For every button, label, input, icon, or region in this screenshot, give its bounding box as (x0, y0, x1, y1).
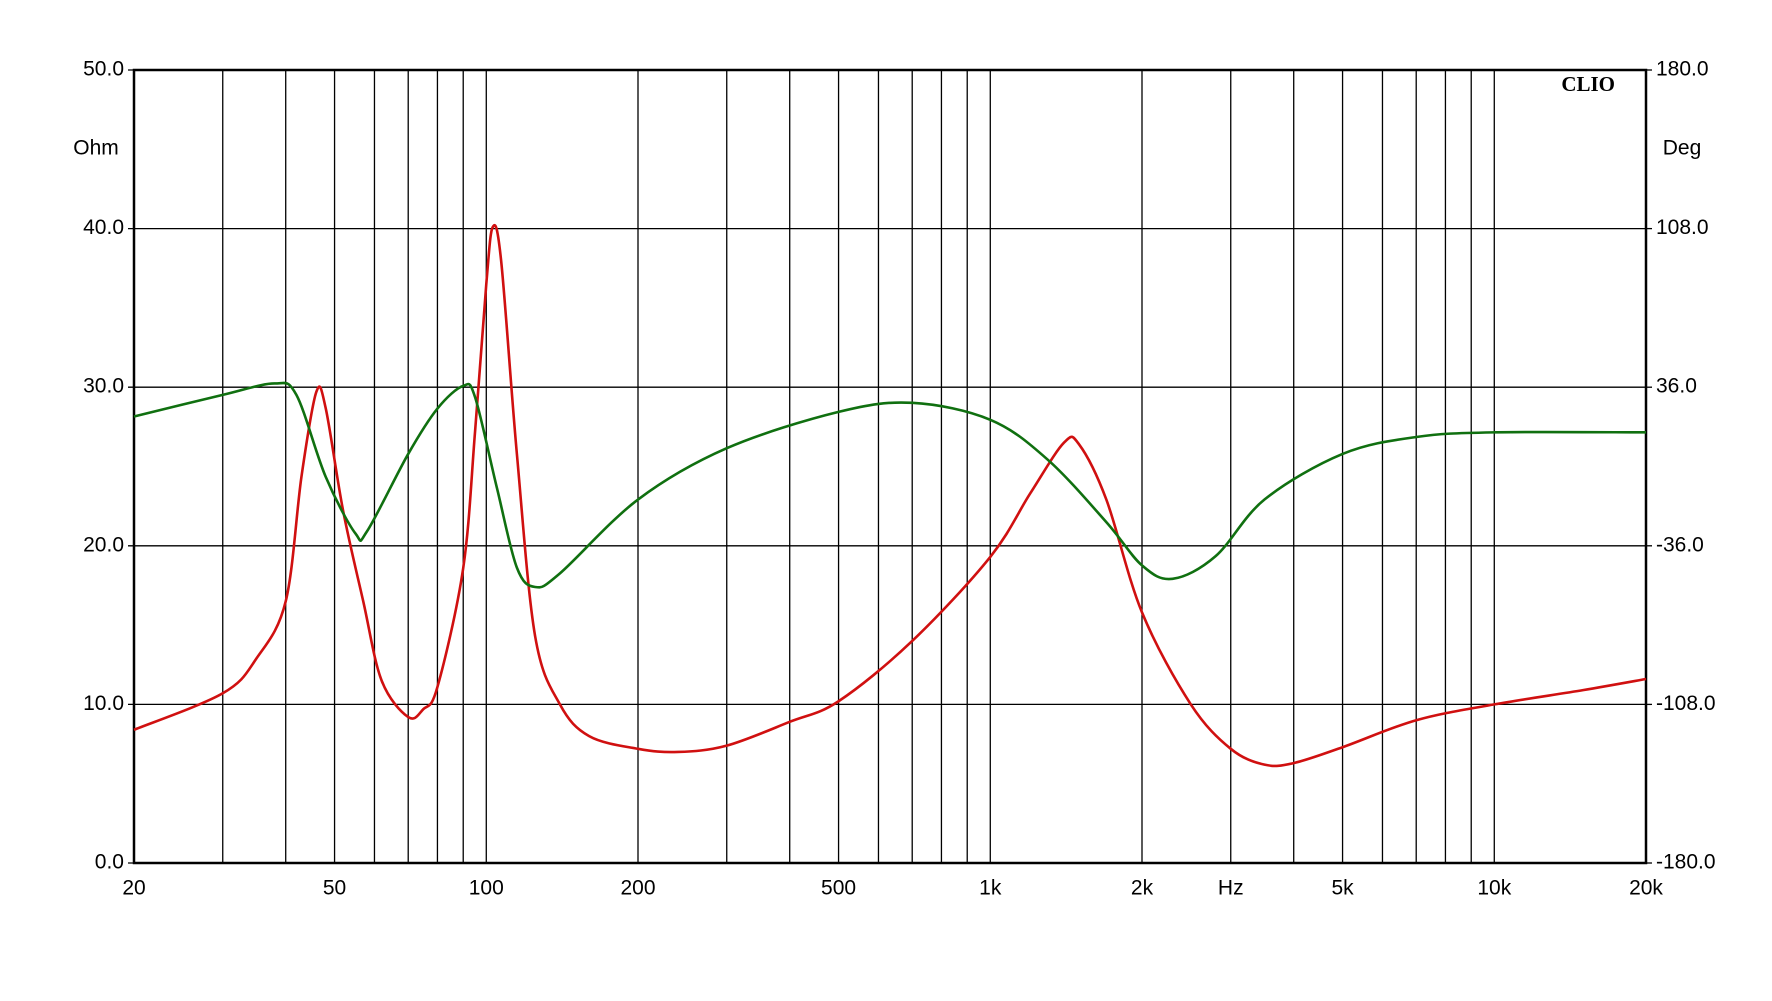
x-tick-label: 100 (469, 877, 504, 900)
y-tick-label: 30.0 (83, 375, 124, 398)
y2-tick-label: 36.0 (1656, 375, 1697, 398)
y-tick-label: 0.0 (95, 851, 124, 874)
annotation: CLIO (1561, 72, 1615, 96)
x-tick-label: 20k (1629, 877, 1663, 900)
y-tick-label: 40.0 (83, 216, 124, 239)
y2-tick-label: -108.0 (1656, 692, 1716, 715)
x-tick-label: 200 (620, 877, 655, 900)
plot-frame (132, 68, 1648, 865)
y2-tick-label: -180.0 (1656, 851, 1716, 874)
y-tick-label: 50.0 (83, 58, 124, 81)
y2-axis-label: Deg (1663, 137, 1702, 160)
y-tick-label: 10.0 (83, 692, 124, 715)
x-tick-label: 1k (979, 877, 1002, 900)
x-tick-label: Hz (1218, 877, 1244, 900)
y-axis-label: Ohm (73, 137, 119, 160)
x-tick-label: 500 (821, 877, 856, 900)
series-line (133, 223, 1647, 768)
y2-tick-label: 180.0 (1656, 58, 1709, 81)
x-tick-label: 5k (1331, 877, 1354, 900)
x-tick-label: 2k (1131, 877, 1154, 900)
x-tick-label: 20 (122, 877, 145, 900)
x-tick-label: 50 (323, 877, 346, 900)
y2-tick-label: -36.0 (1656, 533, 1704, 556)
series-line (133, 381, 1647, 589)
y-tick-label: 20.0 (83, 533, 124, 556)
x-tick-label: 10k (1477, 877, 1511, 900)
y2-tick-label: 108.0 (1656, 216, 1709, 239)
